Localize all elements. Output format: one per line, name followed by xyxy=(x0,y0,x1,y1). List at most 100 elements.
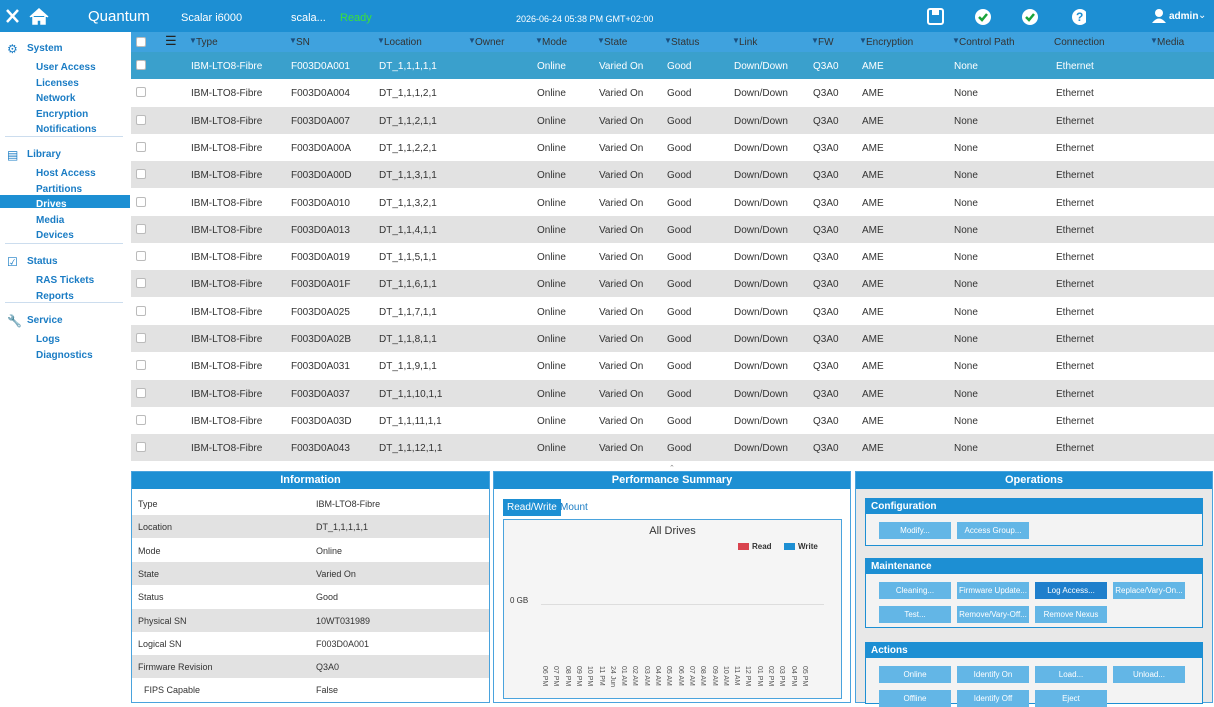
row-checkbox[interactable] xyxy=(136,141,146,152)
button[interactable]: Identify Off xyxy=(957,690,1029,707)
nav-item[interactable]: Logs xyxy=(36,334,60,345)
button[interactable]: Offline xyxy=(879,690,951,707)
table-row[interactable] xyxy=(131,215,1214,243)
table-row[interactable] xyxy=(131,133,1214,161)
column-header[interactable]: Location xyxy=(384,37,422,48)
info-row xyxy=(132,655,489,679)
nav-item[interactable]: User Access xyxy=(36,62,96,73)
column-header[interactable]: FW xyxy=(818,37,834,48)
cell: F003D0A025 xyxy=(291,306,350,318)
status-icons[interactable]: ? xyxy=(926,8,1086,26)
nav-item[interactable]: Host Access xyxy=(36,168,96,179)
cell: Varied On xyxy=(599,388,644,400)
column-header[interactable]: Connection xyxy=(1054,37,1105,48)
column-header[interactable]: Media xyxy=(1157,37,1185,48)
table-row[interactable] xyxy=(131,434,1214,462)
row-checkbox[interactable] xyxy=(136,442,146,453)
cell: Good xyxy=(667,361,692,373)
row-checkbox[interactable] xyxy=(136,278,146,289)
table-row[interactable] xyxy=(131,406,1214,434)
cell: Good xyxy=(667,443,692,455)
info-value: F003D0A001 xyxy=(316,638,370,649)
cell: IBM-LTO8-Fibre xyxy=(191,443,263,455)
row-checkbox[interactable] xyxy=(136,387,146,398)
header-icons xyxy=(6,8,49,25)
cell: None xyxy=(954,115,978,127)
row-checkbox[interactable] xyxy=(136,196,146,207)
button[interactable]: Modify... xyxy=(879,522,951,539)
column-header[interactable]: State xyxy=(604,37,628,48)
legend-swatch xyxy=(738,543,749,550)
button[interactable]: Cleaning... xyxy=(879,582,951,599)
column-header[interactable]: Status xyxy=(671,37,700,48)
select-all[interactable] xyxy=(136,37,146,47)
button[interactable]: Test... xyxy=(879,606,951,623)
table-row[interactable] xyxy=(131,79,1214,107)
nav-item[interactable]: Notifications xyxy=(36,124,97,136)
cell: Online xyxy=(537,252,566,264)
button[interactable]: Identify On xyxy=(957,666,1029,683)
cell: Q3A0 xyxy=(813,443,839,455)
section-title[interactable]: System xyxy=(27,43,63,54)
tab[interactable]: Mount xyxy=(560,502,588,513)
table-row[interactable] xyxy=(131,161,1214,189)
nav-item[interactable]: Drives xyxy=(36,199,67,211)
section-title[interactable]: Library xyxy=(27,149,61,160)
x-label: 24 Jun xyxy=(608,666,616,688)
cell: None xyxy=(954,388,978,400)
column-header[interactable]: Owner xyxy=(475,37,505,48)
table-row[interactable] xyxy=(131,243,1214,271)
row-checkbox[interactable] xyxy=(136,305,146,316)
nav-item[interactable]: RAS Tickets xyxy=(36,275,95,286)
table-row[interactable] xyxy=(131,270,1214,298)
button[interactable]: Eject xyxy=(1035,690,1107,707)
nav-item[interactable]: Media xyxy=(36,214,65,226)
button[interactable]: Unload... xyxy=(1113,666,1185,683)
row-checkbox[interactable] xyxy=(136,60,146,70)
button[interactable]: Firmware Update... xyxy=(957,582,1029,599)
section-title[interactable]: Status xyxy=(27,256,58,267)
column-header[interactable]: Encryption xyxy=(866,37,914,48)
table-row[interactable] xyxy=(131,106,1214,134)
row-checkbox[interactable] xyxy=(136,333,146,343)
filter-icon: ▼ xyxy=(952,36,960,45)
row-checkbox[interactable] xyxy=(136,87,146,98)
nav-item[interactable]: Licenses xyxy=(36,77,79,89)
row-checkbox[interactable] xyxy=(136,169,146,180)
button[interactable]: Online xyxy=(879,666,951,683)
user[interactable]: admin xyxy=(1169,11,1199,22)
column-header[interactable]: Type xyxy=(196,37,218,48)
table-row[interactable] xyxy=(131,52,1214,79)
column-header[interactable]: Link xyxy=(739,37,758,48)
cell: Varied On xyxy=(599,252,644,264)
row-checkbox[interactable] xyxy=(136,223,146,234)
table-row[interactable] xyxy=(131,352,1214,380)
tab[interactable]: Read/Write xyxy=(503,499,561,516)
nav-item[interactable]: Partitions xyxy=(36,183,83,195)
nav-item[interactable]: Reports xyxy=(36,290,74,302)
button[interactable]: Log Access... xyxy=(1035,582,1107,599)
row-checkbox[interactable] xyxy=(136,114,146,125)
cell: Ethernet xyxy=(1056,142,1094,154)
column-header[interactable]: Mode xyxy=(542,37,568,48)
button[interactable]: Remove/Vary-Off... xyxy=(957,606,1029,623)
row-checkbox[interactable] xyxy=(136,251,146,262)
cell: Varied On xyxy=(599,415,644,427)
column-header[interactable]: Control Path xyxy=(959,37,1015,48)
table-row[interactable] xyxy=(131,188,1214,216)
nav-item[interactable]: Devices xyxy=(36,230,74,242)
table-row[interactable] xyxy=(131,379,1214,407)
table-row[interactable] xyxy=(131,325,1214,352)
nav-item[interactable]: Encryption xyxy=(36,108,89,120)
section-title[interactable]: Service xyxy=(27,315,63,326)
button[interactable]: Replace/Vary-On... xyxy=(1113,582,1185,599)
button[interactable]: Access Group... xyxy=(957,522,1029,539)
column-header[interactable]: SN xyxy=(296,37,310,48)
button[interactable]: Load... xyxy=(1035,666,1107,683)
row-checkbox[interactable] xyxy=(136,414,146,425)
nav-item[interactable]: Network xyxy=(36,93,76,105)
button[interactable]: Remove Nexus xyxy=(1035,606,1107,623)
row-checkbox[interactable] xyxy=(136,360,146,371)
nav-item[interactable]: Diagnostics xyxy=(36,349,93,361)
table-row[interactable] xyxy=(131,297,1214,325)
